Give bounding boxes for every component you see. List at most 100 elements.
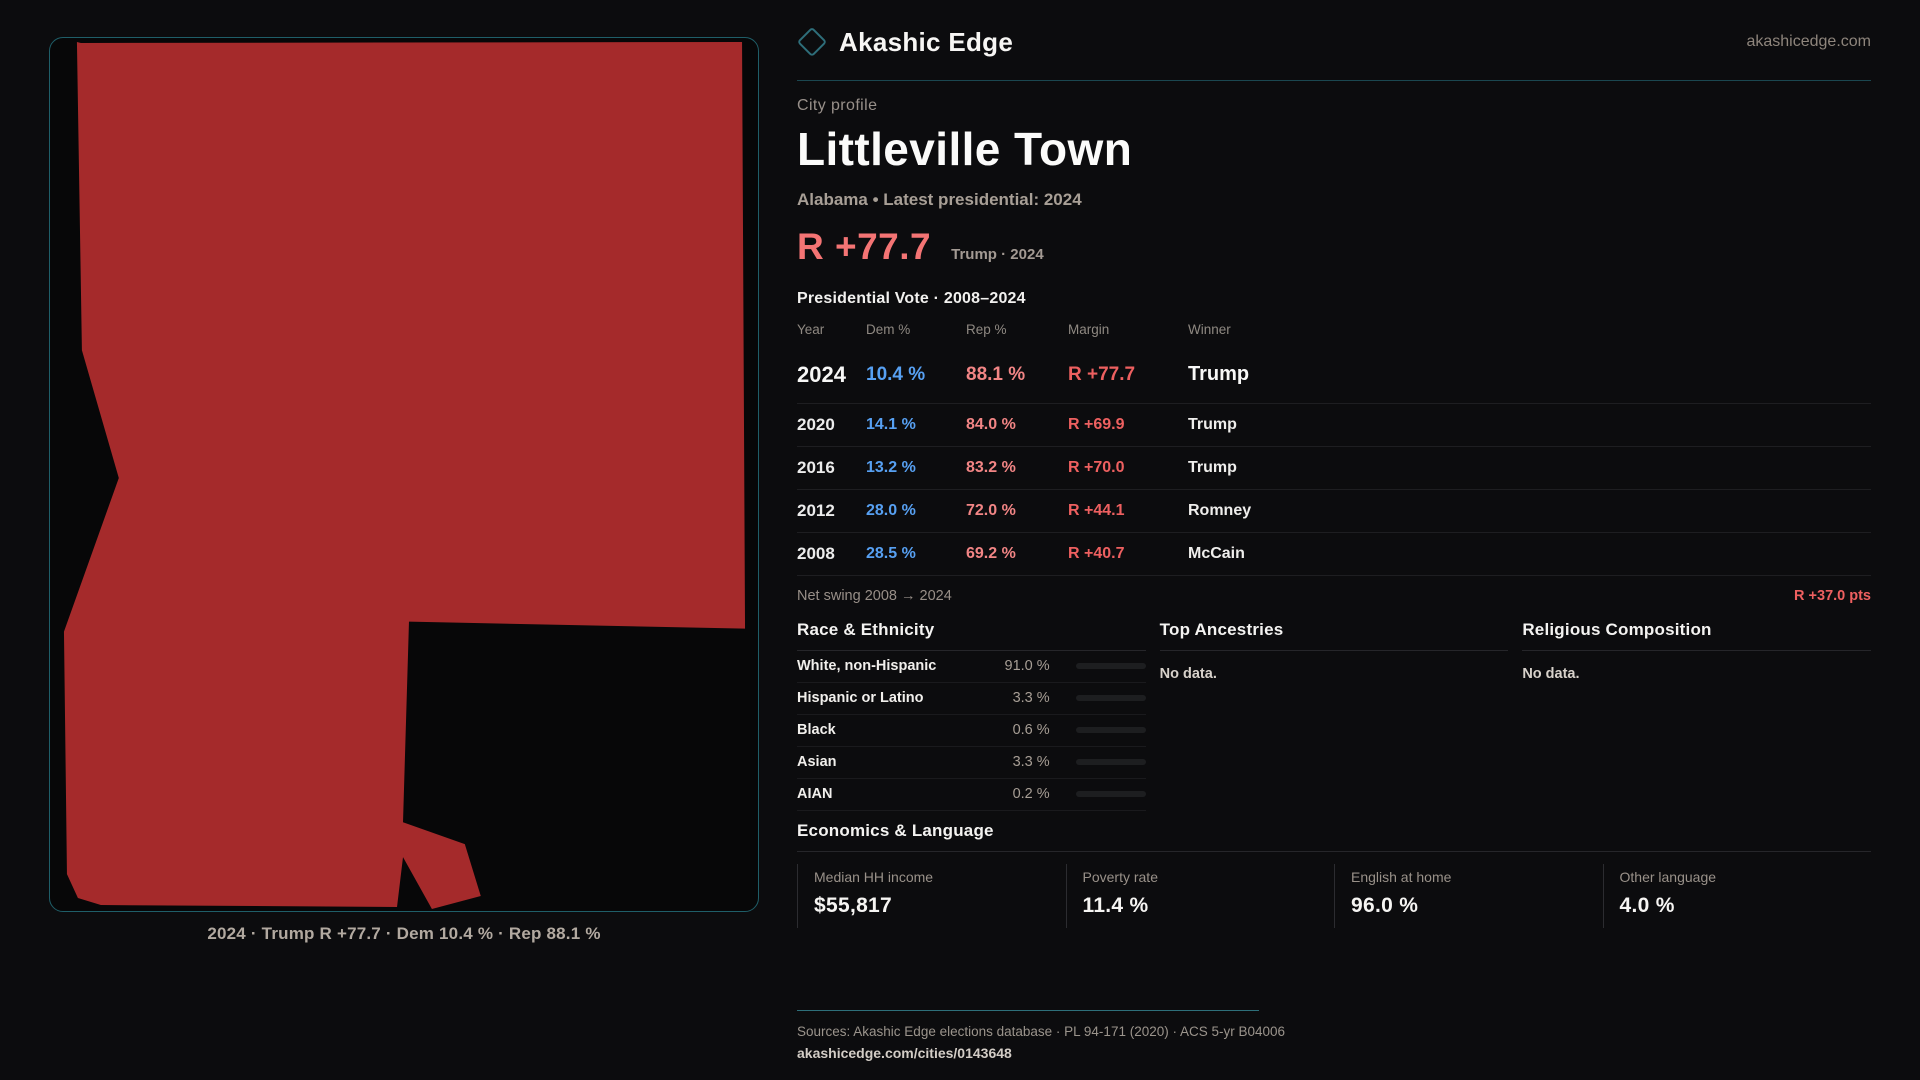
economics-section: Economics & Language Median HH income $5… xyxy=(797,821,1871,928)
stat-card: English at home 96.0 % xyxy=(1334,863,1603,928)
net-swing-row: Net swing 2008 → 2024 R +37.0 pts xyxy=(797,576,1871,604)
headline-context: Trump · 2024 xyxy=(951,245,1044,263)
race-value: 3.3 % xyxy=(1012,754,1050,771)
race-row: AIAN 0.2 % xyxy=(797,779,1146,811)
rep-cell: 83.2 % xyxy=(966,445,1068,490)
race-row: Black 0.6 % xyxy=(797,715,1146,747)
race-value: 91.0 % xyxy=(1004,658,1050,675)
race-label: Black xyxy=(797,722,836,739)
race-bar-track xyxy=(1075,727,1146,734)
year-cell: 2020 xyxy=(797,402,866,447)
ancestries-empty-state: No data. xyxy=(1159,665,1217,682)
dem-cell: 13.2 % xyxy=(866,445,966,490)
table-row: 2016 13.2 % 83.2 % R +70.0 Trump xyxy=(797,445,1871,490)
ancestries-column: Top Ancestries No data. xyxy=(1159,620,1509,811)
race-label: AIAN xyxy=(797,786,833,803)
page-kicker: City profile xyxy=(797,97,878,114)
headline-margin-value: R +77.7 xyxy=(797,225,932,267)
stat-card: Other language 4.0 % xyxy=(1602,863,1872,928)
table-bottom-divider xyxy=(797,574,1871,576)
race-ethnicity-heading: Race & Ethnicity xyxy=(797,620,1146,651)
religion-empty-state: No data. xyxy=(1522,665,1580,682)
margin-cell: R +70.0 xyxy=(1068,445,1188,490)
rep-cell: 72.0 % xyxy=(966,488,1068,533)
year-cell: 2016 xyxy=(797,445,866,490)
col-winner: Winner xyxy=(1188,321,1231,337)
stat-value: 11.4 % xyxy=(1082,893,1149,917)
race-label: White, non-Hispanic xyxy=(797,658,937,675)
race-bar-track xyxy=(1075,759,1146,766)
col-margin: Margin xyxy=(1068,321,1110,337)
header-divider xyxy=(797,80,1871,81)
dem-cell: 14.1 % xyxy=(866,402,966,447)
year-cell: 2008 xyxy=(797,531,866,575)
net-swing-label: Net swing 2008 → 2024 xyxy=(797,587,952,604)
rep-cell: 69.2 % xyxy=(966,531,1068,575)
winner-cell: Romney xyxy=(1188,488,1871,533)
headline-margin-block: R +77.7 Trump · 2024 xyxy=(797,226,1871,268)
race-row: Hispanic or Latino 3.3 % xyxy=(797,683,1146,715)
race-ethnicity-column: Race & Ethnicity White, non-Hispanic 91.… xyxy=(797,620,1146,811)
diamond-icon xyxy=(798,28,826,56)
margin-cell: R +44.1 xyxy=(1068,488,1188,533)
stat-label: Other language xyxy=(1619,868,1717,885)
winner-cell: McCain xyxy=(1188,531,1871,575)
year-cell: 2024 xyxy=(797,361,846,387)
presidential-vote-table: Year Dem % Rep % Margin Winner 2024 10.4… xyxy=(797,314,1871,575)
stat-value: 96.0 % xyxy=(1351,893,1419,917)
permalink[interactable]: akashicedge.com/cities/0143648 xyxy=(797,1044,1012,1061)
race-value: 0.6 % xyxy=(1012,722,1050,739)
religion-column: Religious Composition No data. xyxy=(1522,620,1871,811)
map-canvas xyxy=(63,41,746,910)
race-row: Asian 3.3 % xyxy=(797,747,1146,779)
rep-cell: 88.1 % xyxy=(966,363,1026,385)
dem-cell: 28.5 % xyxy=(866,531,966,575)
margin-cell: R +77.7 xyxy=(1068,363,1136,385)
page-title: Littleville Town xyxy=(797,123,1133,175)
footer-divider xyxy=(797,1009,1259,1011)
vote-table-title: Presidential Vote · 2008–2024 xyxy=(797,289,1026,307)
race-bar-track xyxy=(1075,791,1146,798)
winner-cell: Trump xyxy=(1188,363,1250,386)
col-rep: Rep % xyxy=(966,321,1007,337)
winner-cell: Trump xyxy=(1188,402,1871,447)
rep-cell: 84.0 % xyxy=(966,402,1068,447)
race-bar-track xyxy=(1075,663,1146,670)
city-boundary-map xyxy=(49,37,759,912)
stat-label: English at home xyxy=(1351,868,1452,885)
economics-stats: Median HH income $55,817 Poverty rate 11… xyxy=(797,863,1872,928)
economics-heading: Economics & Language xyxy=(797,821,1871,852)
table-row: 2020 14.1 % 84.0 % R +69.9 Trump xyxy=(797,402,1871,447)
net-swing-value: R +37.0 pts xyxy=(1794,587,1871,604)
map-caption: 2024 · Trump R +77.7 · Dem 10.4 % · Rep … xyxy=(207,924,601,943)
ancestries-heading: Top Ancestries xyxy=(1159,620,1509,651)
race-label: Hispanic or Latino xyxy=(797,690,924,707)
stat-label: Median HH income xyxy=(814,868,934,885)
stat-card: Poverty rate 11.4 % xyxy=(1065,863,1335,928)
table-row: 2012 28.0 % 72.0 % R +44.1 Romney xyxy=(797,488,1871,533)
winner-cell: Trump xyxy=(1188,445,1871,490)
table-row: 2008 28.5 % 69.2 % R +40.7 McCain xyxy=(797,531,1871,575)
table-header-row: Year Dem % Rep % Margin Winner xyxy=(797,314,1871,349)
city-profile-panel: Akashic Edge akashicedge.com City profil… xyxy=(797,24,1871,1061)
race-value: 3.3 % xyxy=(1012,690,1050,707)
margin-cell: R +69.9 xyxy=(1068,402,1188,447)
margin-cell: R +40.7 xyxy=(1068,531,1188,575)
stat-label: Poverty rate xyxy=(1082,868,1158,885)
dem-cell: 28.0 % xyxy=(866,488,966,533)
col-year: Year xyxy=(797,321,825,337)
city-shape-polygon xyxy=(63,41,746,910)
race-row: White, non-Hispanic 91.0 % xyxy=(797,651,1146,683)
demographics-section: Race & Ethnicity White, non-Hispanic 91.… xyxy=(797,620,1871,811)
page-footer: Sources: Akashic Edge elections database… xyxy=(797,1009,1871,1061)
religion-heading: Religious Composition xyxy=(1522,620,1871,651)
race-value: 0.2 % xyxy=(1012,786,1050,803)
site-url-link[interactable]: akashicedge.com xyxy=(1746,33,1871,50)
stat-value: $55,817 xyxy=(814,893,893,917)
stat-value: 4.0 % xyxy=(1619,893,1675,917)
page-subtitle: Alabama • Latest presidential: 2024 xyxy=(797,189,1082,209)
race-label: Asian xyxy=(797,754,837,771)
sources-line: Sources: Akashic Edge elections database… xyxy=(797,1023,1286,1039)
year-cell: 2012 xyxy=(797,488,866,533)
site-header: Akashic Edge akashicedge.com xyxy=(797,24,1871,60)
